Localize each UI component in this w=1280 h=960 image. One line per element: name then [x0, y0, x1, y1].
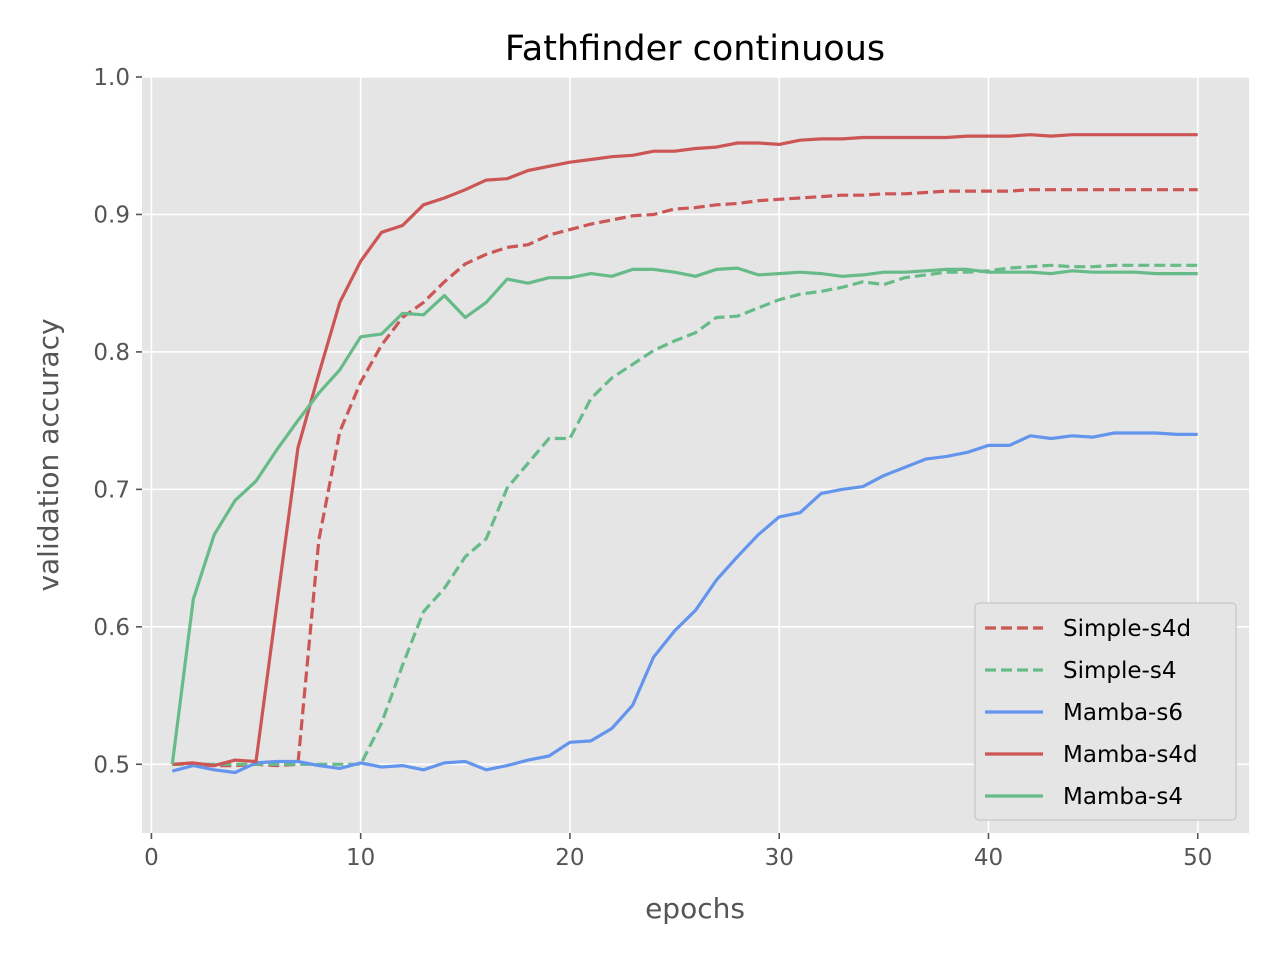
legend-label-mamba-s6: Mamba-s6: [1063, 700, 1183, 726]
y-axis-label: validation accuracy: [32, 318, 65, 591]
chart-title: Fathfinder continuous: [505, 29, 885, 69]
series-line-simple-s4d: [172, 188, 1198, 768]
x-axis-label: epochs: [645, 892, 745, 925]
x-tick-label: 20: [555, 845, 584, 871]
series-line-mamba-s6: [171, 431, 1198, 775]
y-tick-label: 0.9: [93, 202, 130, 228]
legend: Simple-s4d Simple-s4 Mamba-s6 Mamba-s4d Mamb…: [974, 602, 1237, 821]
x-tick-label: 30: [765, 845, 794, 871]
y-tick-label: 0.5: [93, 752, 130, 778]
legend-label-mamba-s4: Mamba-s4: [1063, 784, 1183, 810]
series-line-mamba-s4: [170, 266, 1198, 765]
legend-label-simple-s4: Simple-s4: [1063, 658, 1176, 684]
series-line-mamba-s4d: [172, 133, 1198, 768]
y-tick-label: 0.7: [93, 477, 130, 503]
x-tick-label: 10: [346, 845, 375, 871]
legend-label-simple-s4d: Simple-s4d: [1063, 616, 1191, 642]
x-axis-ticks: 0 10 20 30 40 50: [144, 833, 1212, 871]
legend-label-mamba-s4d: Mamba-s4d: [1063, 742, 1198, 768]
y-tick-label: 0.6: [93, 615, 130, 641]
x-tick-label: 0: [144, 845, 159, 871]
y-tick-label: 0.8: [93, 340, 130, 366]
y-tick-label: 1.0: [93, 65, 130, 91]
series-line-simple-s4: [172, 263, 1198, 766]
x-tick-label: 40: [974, 845, 1003, 871]
y-axis-ticks: 0.5 0.6 0.7 0.8 0.9 1.0: [93, 65, 142, 778]
grid: [142, 76, 1249, 833]
legend-box: [974, 602, 1237, 821]
x-tick-label: 50: [1183, 845, 1212, 871]
series-group: [170, 133, 1198, 775]
